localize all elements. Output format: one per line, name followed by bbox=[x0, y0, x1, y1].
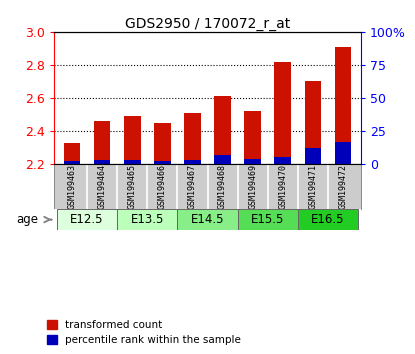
Text: GSM199465: GSM199465 bbox=[128, 164, 137, 209]
Text: GSM199472: GSM199472 bbox=[339, 164, 347, 209]
Bar bbox=[177, 209, 238, 230]
Bar bbox=[244, 111, 261, 164]
Text: E12.5: E12.5 bbox=[70, 213, 104, 226]
Text: E16.5: E16.5 bbox=[311, 213, 345, 226]
Text: E13.5: E13.5 bbox=[131, 213, 164, 226]
Bar bbox=[298, 209, 358, 230]
Text: E15.5: E15.5 bbox=[251, 213, 284, 226]
Bar bbox=[94, 160, 110, 164]
Bar bbox=[274, 62, 291, 164]
Bar bbox=[274, 158, 291, 164]
Bar bbox=[238, 209, 298, 230]
Bar bbox=[57, 209, 117, 230]
Bar bbox=[305, 148, 321, 164]
Text: age: age bbox=[17, 213, 39, 226]
Bar bbox=[117, 209, 177, 230]
Bar bbox=[154, 123, 171, 164]
Bar bbox=[64, 161, 80, 164]
Bar bbox=[64, 143, 80, 164]
Text: E14.5: E14.5 bbox=[191, 213, 224, 226]
Bar bbox=[184, 113, 201, 164]
Text: GSM199463: GSM199463 bbox=[68, 164, 76, 209]
Bar bbox=[124, 160, 141, 164]
Legend: transformed count, percentile rank within the sample: transformed count, percentile rank withi… bbox=[47, 320, 242, 345]
Text: GSM199470: GSM199470 bbox=[278, 164, 287, 209]
Bar bbox=[305, 81, 321, 164]
Text: GSM199466: GSM199466 bbox=[158, 164, 167, 209]
Bar bbox=[94, 121, 110, 164]
Bar bbox=[335, 142, 351, 164]
Bar bbox=[184, 160, 201, 164]
Bar bbox=[244, 159, 261, 164]
Bar bbox=[154, 161, 171, 164]
Bar bbox=[214, 96, 231, 164]
Bar bbox=[335, 47, 351, 164]
Text: GSM199469: GSM199469 bbox=[248, 164, 257, 209]
Text: GSM199471: GSM199471 bbox=[308, 164, 317, 209]
Text: GSM199464: GSM199464 bbox=[98, 164, 107, 209]
Text: GSM199467: GSM199467 bbox=[188, 164, 197, 209]
Text: GSM199468: GSM199468 bbox=[218, 164, 227, 209]
Bar bbox=[124, 116, 141, 164]
Title: GDS2950 / 170072_r_at: GDS2950 / 170072_r_at bbox=[125, 17, 290, 31]
Bar bbox=[214, 155, 231, 164]
